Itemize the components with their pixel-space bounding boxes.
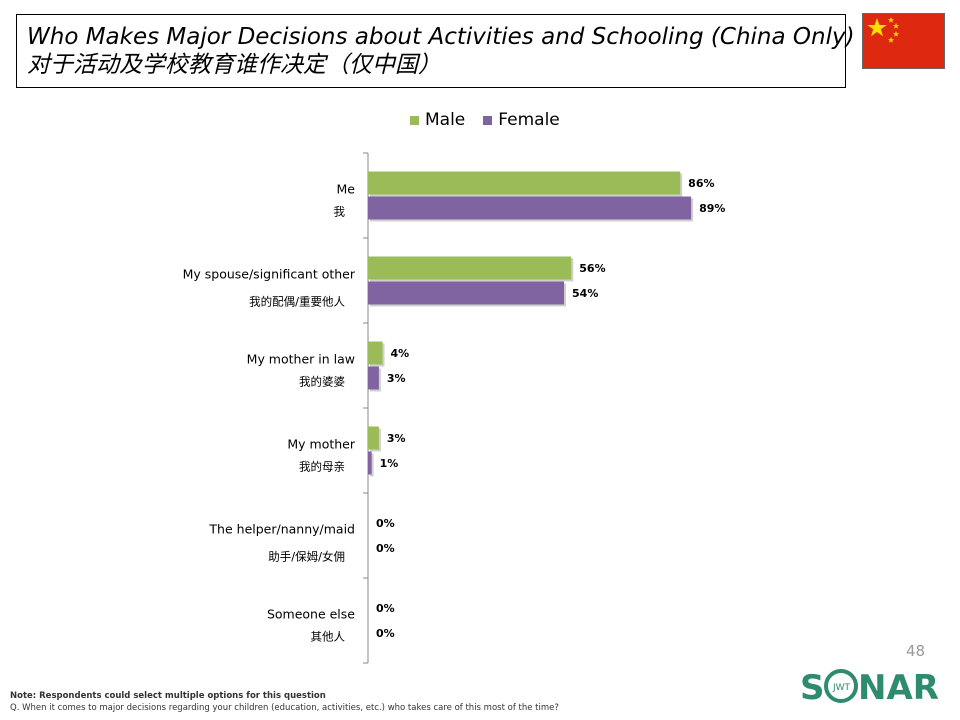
legend-label-female: Female bbox=[498, 110, 560, 130]
category-label: My mother in law bbox=[247, 352, 355, 367]
data-label: 4% bbox=[391, 347, 410, 360]
data-label: 3% bbox=[387, 432, 406, 445]
bar-shadow bbox=[370, 453, 374, 477]
category-label-cn: 我 bbox=[334, 205, 346, 219]
title-box: Who Makes Major Decisions about Activiti… bbox=[16, 14, 855, 88]
title-chinese: 对于活动及学校教育谁作决定（仅中国） bbox=[27, 52, 441, 78]
bar-female bbox=[368, 366, 379, 390]
data-label: 54% bbox=[572, 287, 598, 300]
svg-text:NAR: NAR bbox=[858, 668, 939, 707]
footnote: Note: Respondents could select multiple … bbox=[10, 690, 559, 714]
data-label: 1% bbox=[380, 457, 399, 470]
data-label: 0% bbox=[376, 542, 395, 555]
logo-sub: JWT bbox=[832, 683, 851, 693]
category-label-cn: 助手/保姆/女佣 bbox=[268, 550, 345, 564]
data-label: 0% bbox=[376, 602, 395, 615]
category-label-cn: 我的母亲 bbox=[299, 460, 345, 474]
bar-male bbox=[368, 171, 681, 195]
category-label-cn: 其他人 bbox=[311, 630, 346, 644]
footnote-note: Note: Respondents could select multiple … bbox=[10, 691, 326, 701]
title-english: Who Makes Major Decisions about Activiti… bbox=[27, 24, 855, 50]
bar-female bbox=[368, 451, 372, 475]
svg-text:S: S bbox=[800, 668, 825, 707]
bar-female bbox=[368, 281, 565, 305]
data-label: 3% bbox=[387, 372, 406, 385]
bar-male bbox=[368, 341, 383, 365]
category-label-cn: 我的配偶/重要他人 bbox=[249, 295, 345, 309]
legend-swatch-male bbox=[410, 115, 419, 125]
category-label: Me bbox=[337, 182, 356, 197]
legend-item-male: Male bbox=[410, 110, 465, 130]
bar-male bbox=[368, 256, 572, 280]
legend-label-male: Male bbox=[425, 110, 466, 130]
category-label: The helper/nanny/maid bbox=[208, 522, 355, 537]
footnote-question: Q. When it comes to major decisions rega… bbox=[10, 703, 559, 713]
data-label: 86% bbox=[688, 177, 714, 190]
legend-item-female: Female bbox=[483, 110, 560, 130]
category-label: Someone else bbox=[267, 607, 355, 622]
page-number: 48 bbox=[906, 642, 926, 660]
sonar-logo: S JWT NAR bbox=[800, 665, 940, 708]
category-label-cn: 我的婆婆 bbox=[299, 375, 345, 389]
bar-female bbox=[368, 196, 692, 220]
data-label: 0% bbox=[376, 627, 395, 640]
china-flag-icon bbox=[862, 13, 945, 69]
legend-swatch-female bbox=[483, 115, 493, 125]
category-label: My mother bbox=[287, 437, 355, 452]
category-label: My spouse/significant other bbox=[183, 267, 356, 282]
data-label: 89% bbox=[699, 202, 725, 215]
bar-male bbox=[368, 426, 379, 450]
chart-legend: Male Female bbox=[410, 109, 578, 131]
data-label: 0% bbox=[376, 517, 395, 530]
data-label: 56% bbox=[579, 262, 605, 275]
